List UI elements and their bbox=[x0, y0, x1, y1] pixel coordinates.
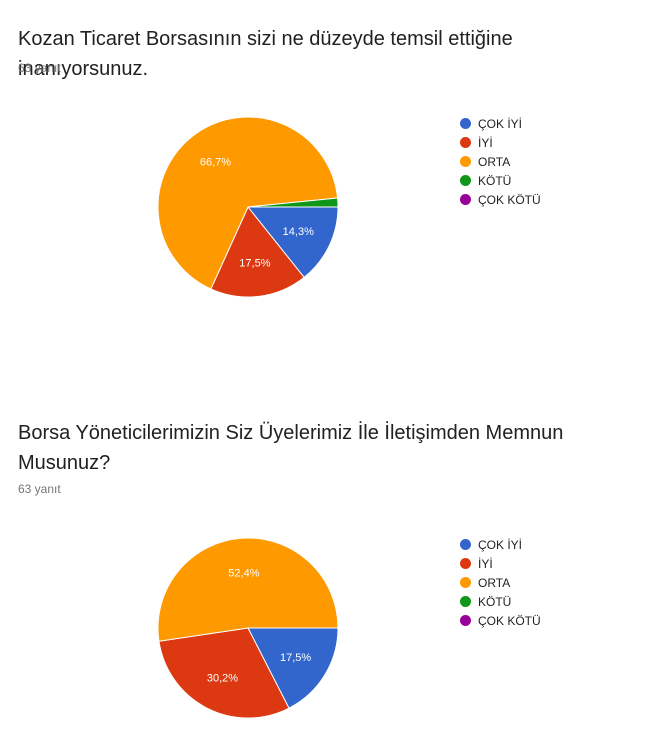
legend-swatch bbox=[460, 539, 471, 550]
legend-label: ORTA bbox=[478, 575, 511, 590]
legend-item[interactable]: ÇOK İYİ bbox=[460, 535, 541, 554]
pie-slice[interactable] bbox=[247, 627, 339, 709]
pie-slice[interactable] bbox=[246, 206, 339, 279]
chart-legend: ÇOK İYİ İYİ ORTA KÖTÜ ÇOK KÖTÜ bbox=[460, 114, 541, 209]
legend-label: ORTA bbox=[478, 154, 511, 169]
legend-swatch bbox=[460, 137, 471, 148]
legend-label: ÇOK KÖTÜ bbox=[478, 613, 541, 628]
legend-swatch bbox=[460, 596, 471, 607]
legend-item[interactable]: KÖTÜ bbox=[460, 592, 541, 611]
legend-label: ÇOK İYİ bbox=[478, 537, 523, 552]
legend-item[interactable]: KÖTÜ bbox=[460, 171, 541, 190]
chart-legend: ÇOK İYİ İYİ ORTA KÖTÜ ÇOK KÖTÜ bbox=[460, 535, 541, 630]
response-count: 63 yanıt bbox=[18, 482, 61, 496]
question-title: Kozan Ticaret Borsasının sizi ne düzeyde… bbox=[18, 28, 513, 80]
legend-swatch bbox=[460, 577, 471, 588]
legend-item[interactable]: İYİ bbox=[460, 133, 541, 152]
legend-item[interactable]: ORTA bbox=[460, 573, 541, 592]
legend-item[interactable]: İYİ bbox=[460, 554, 541, 573]
legend-item[interactable]: ÇOK İYİ bbox=[460, 114, 541, 133]
pie-chart: 14,3% 17,5% 66,7% bbox=[157, 116, 339, 298]
legend-swatch bbox=[460, 558, 471, 569]
pie-slice[interactable] bbox=[157, 537, 339, 642]
question-1: Kozan Ticaret Borsasının sizi ne düzeyde… bbox=[18, 28, 541, 298]
response-count: 63 yanıt bbox=[18, 61, 61, 75]
legend-swatch bbox=[460, 118, 471, 129]
legend-swatch bbox=[460, 156, 471, 167]
legend-swatch bbox=[460, 175, 471, 186]
legend-item[interactable]: ÇOK KÖTÜ bbox=[460, 611, 541, 630]
question-title: Borsa Yöneticilerimizin Siz Üyelerimiz İ… bbox=[18, 422, 564, 474]
pie-slice[interactable] bbox=[210, 206, 305, 298]
pie-slice[interactable] bbox=[157, 116, 339, 290]
slice-label: 17,5% bbox=[280, 652, 311, 664]
slice-label: 52,4% bbox=[228, 567, 259, 579]
slice-label: 14,3% bbox=[283, 226, 314, 238]
slice-label: 17,5% bbox=[239, 257, 270, 269]
legend-label: KÖTÜ bbox=[478, 173, 512, 188]
pie-slice[interactable] bbox=[158, 627, 290, 719]
legend-label: ÇOK İYİ bbox=[478, 116, 523, 131]
legend-item[interactable]: ÇOK KÖTÜ bbox=[460, 190, 541, 209]
legend-label: İYİ bbox=[478, 556, 493, 571]
slice-label: 30,2% bbox=[207, 673, 238, 685]
legend-swatch bbox=[460, 194, 471, 205]
pie-chart: 17,5% 30,2% 52,4% bbox=[157, 537, 339, 719]
legend-swatch bbox=[460, 615, 471, 626]
slice-label: 66,7% bbox=[200, 157, 231, 169]
legend-label: İYİ bbox=[478, 135, 493, 150]
legend-item[interactable]: ORTA bbox=[460, 152, 541, 171]
legend-label: KÖTÜ bbox=[478, 594, 512, 609]
legend-label: ÇOK KÖTÜ bbox=[478, 192, 541, 207]
pie-slice[interactable] bbox=[247, 197, 339, 208]
question-2: Borsa Yöneticilerimizin Siz Üyelerimiz İ… bbox=[0, 405, 654, 750]
